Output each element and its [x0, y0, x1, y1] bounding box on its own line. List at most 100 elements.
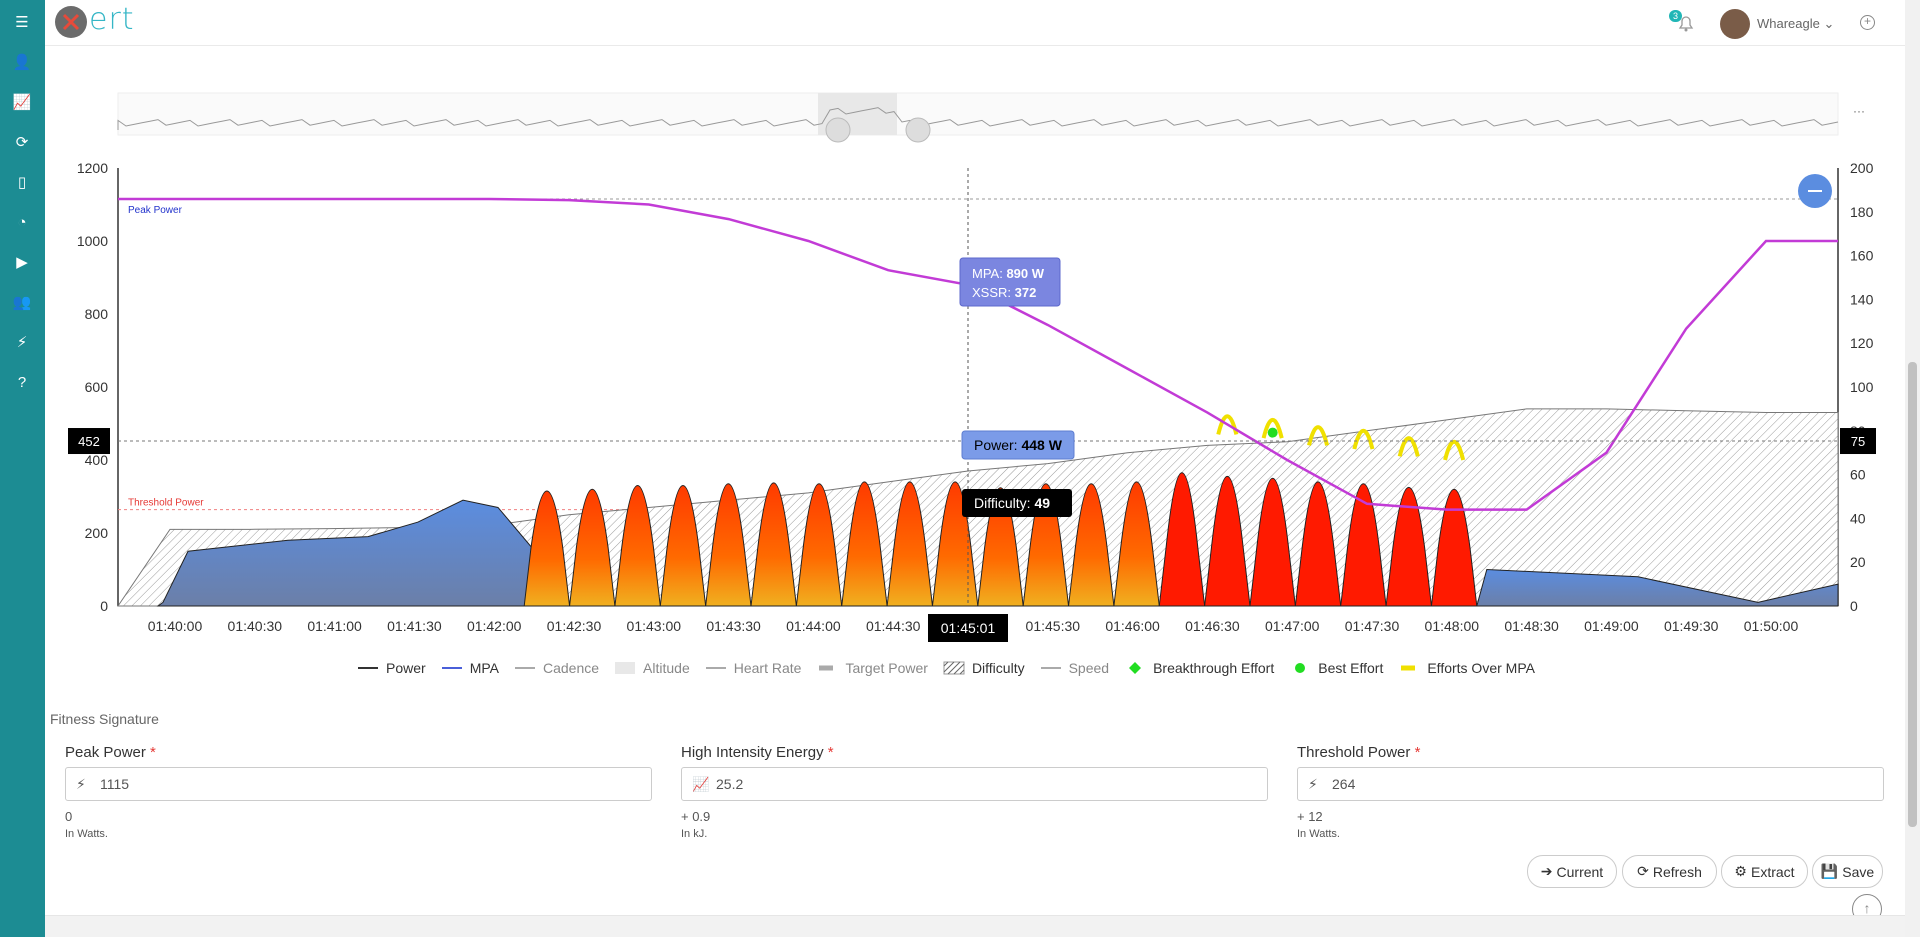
y-tick-right: 180	[1850, 204, 1874, 220]
save-button[interactable]: 💾 Save	[1812, 855, 1883, 888]
chart-line-icon[interactable]: 📈	[12, 94, 32, 111]
user-icon[interactable]: 👤	[12, 54, 32, 71]
xssr-tooltip-text: XSSR: 372	[972, 285, 1036, 300]
refresh-button[interactable]: ⟳ Refresh	[1622, 855, 1717, 888]
power-spike	[705, 483, 752, 607]
x-tick-label: 01:46:00	[1105, 618, 1160, 634]
legend-item[interactable]: Power	[356, 659, 426, 677]
peak-power-input[interactable]: ⚡ 1115	[65, 767, 652, 801]
effort-over-mpa	[1443, 439, 1466, 461]
legend-item[interactable]: Difficulty	[942, 659, 1025, 677]
legend-symbol-icon	[441, 667, 462, 669]
menu-icon[interactable]: ☰	[15, 14, 29, 31]
effort-over-mpa	[1307, 425, 1330, 446]
mpa-tooltip-text: MPA: 890 W	[972, 266, 1045, 281]
power-spike	[1249, 478, 1296, 607]
arrow-right-icon: ➔	[1540, 863, 1553, 879]
y-tick-right: 20	[1850, 554, 1866, 570]
legend-symbol-icon	[705, 667, 726, 669]
peak-power-label: Peak Power	[65, 744, 146, 761]
power-spike	[795, 483, 843, 607]
crosshair-left-value: 452	[78, 434, 100, 449]
legend-item[interactable]: MPA	[440, 659, 499, 677]
best-effort-marker[interactable]	[1267, 427, 1278, 438]
user-menu[interactable]: Whareagle ⌄	[1757, 16, 1834, 32]
extract-button[interactable]: ⚙ Extract	[1721, 855, 1808, 888]
users-icon[interactable]: 👥	[12, 294, 32, 311]
hie-input[interactable]: 📈 25.2	[681, 767, 1268, 801]
bolt-icon: ⚡	[76, 775, 86, 792]
page-scrollbar[interactable]	[1905, 0, 1920, 937]
top-bar: ert 3 Whareagle ⌄ +	[45, 0, 1905, 46]
chevron-down-icon: ⌄	[1823, 16, 1835, 31]
x-tick-label: 01:42:30	[547, 618, 602, 634]
chart-line-icon: 📈	[692, 775, 710, 792]
current-label: Current	[1556, 863, 1604, 880]
avatar[interactable]	[1720, 9, 1750, 39]
legend-item[interactable]: Altitude	[613, 659, 690, 677]
chart-menu-button[interactable]: ···	[1853, 104, 1865, 118]
legend-item[interactable]: Best Effort	[1288, 659, 1383, 677]
y-tick-left: 200	[85, 525, 109, 541]
y-tick-left: 800	[85, 306, 109, 322]
add-icon[interactable]: +	[1860, 15, 1875, 30]
y-tick-right: 160	[1850, 248, 1874, 264]
legend-label: Difficulty	[971, 660, 1025, 676]
effort-over-mpa	[1397, 436, 1420, 457]
chart-svg[interactable]: ···0200400600800100012000204060801001201…	[45, 90, 1910, 650]
legend-symbol-icon	[1401, 665, 1416, 671]
effort-over-mpa	[1261, 417, 1284, 439]
power-spike	[977, 487, 1024, 607]
legend-label: Cadence	[543, 660, 600, 676]
crosshair-x-flag	[928, 614, 1008, 642]
navigator-handle-right[interactable]	[905, 117, 931, 143]
legend-item[interactable]: Heart Rate	[704, 659, 801, 677]
chart-legend: Power MPA Cadence Altitude Heart Rate Target …	[356, 659, 1535, 677]
legend-item[interactable]: Breakthrough Effort	[1123, 659, 1274, 677]
help-icon[interactable]: ?	[17, 373, 27, 391]
difficulty-tooltip-text: Difficulty: 49	[974, 495, 1050, 511]
power-chart[interactable]: ···0200400600800100012000204060801001201…	[45, 90, 1910, 690]
sync-icon[interactable]: ⟳	[15, 134, 29, 151]
power-tooltip	[961, 430, 1075, 460]
logo-icon[interactable]	[55, 6, 87, 38]
notifications-bell-icon[interactable]: 3	[1669, 10, 1697, 34]
scrollbar-thumb[interactable]	[1908, 362, 1917, 827]
legend-item[interactable]: Speed	[1039, 659, 1109, 677]
y-tick-right: 120	[1850, 335, 1874, 351]
threshold-power-input[interactable]: ⚡ 264	[1297, 767, 1884, 801]
legend-label: Speed	[1068, 660, 1110, 676]
bolt-icon: ⚡	[1308, 775, 1318, 792]
legend-symbol-icon	[515, 667, 535, 669]
x-tick-label: 01:46:30	[1185, 618, 1240, 634]
y-tick-left: 1200	[77, 160, 108, 176]
x-tick-label: 01:43:30	[706, 618, 761, 634]
hie-field: High Intensity Energy * 📈 25.2 + 0.9 In k…	[681, 744, 1268, 840]
current-button[interactable]: ➔ Current	[1527, 855, 1617, 888]
y-tick-right: 0	[1850, 598, 1858, 614]
play-icon[interactable]: ▶	[16, 254, 28, 271]
y-tick-right: 100	[1850, 379, 1874, 395]
navigator-handle-left[interactable]	[825, 117, 851, 143]
peak-power-field: Peak Power * ⚡ 1115 0 In Watts.	[65, 744, 652, 840]
legend-item[interactable]: Efforts Over MPA	[1397, 659, 1535, 677]
x-tick-label: 01:48:00	[1425, 618, 1480, 634]
refresh-icon: ⟳	[1637, 863, 1649, 879]
save-label: Save	[1842, 863, 1875, 880]
legend-item[interactable]: Target Power	[815, 659, 928, 677]
power-spike	[1204, 476, 1251, 607]
mobile-icon[interactable]: ▯	[17, 174, 27, 191]
power-spike	[886, 481, 934, 607]
dashboard-icon[interactable]: ◔	[17, 213, 27, 231]
legend-symbol-icon	[819, 665, 834, 671]
x-tick-label: 01:44:00	[786, 618, 841, 634]
legend-item[interactable]: Cadence	[513, 659, 599, 677]
crosshair-right-value: 75	[1851, 434, 1865, 449]
navigator-strip[interactable]	[117, 92, 1839, 136]
bolt-icon[interactable]: ⚡	[16, 334, 28, 351]
legend-label: Efforts Over MPA	[1427, 660, 1535, 676]
mpa-tooltip	[959, 257, 1061, 307]
power-spike	[1340, 483, 1387, 607]
fitness-signature-title: Fitness Signature	[50, 711, 159, 727]
power-spike	[1022, 483, 1070, 607]
